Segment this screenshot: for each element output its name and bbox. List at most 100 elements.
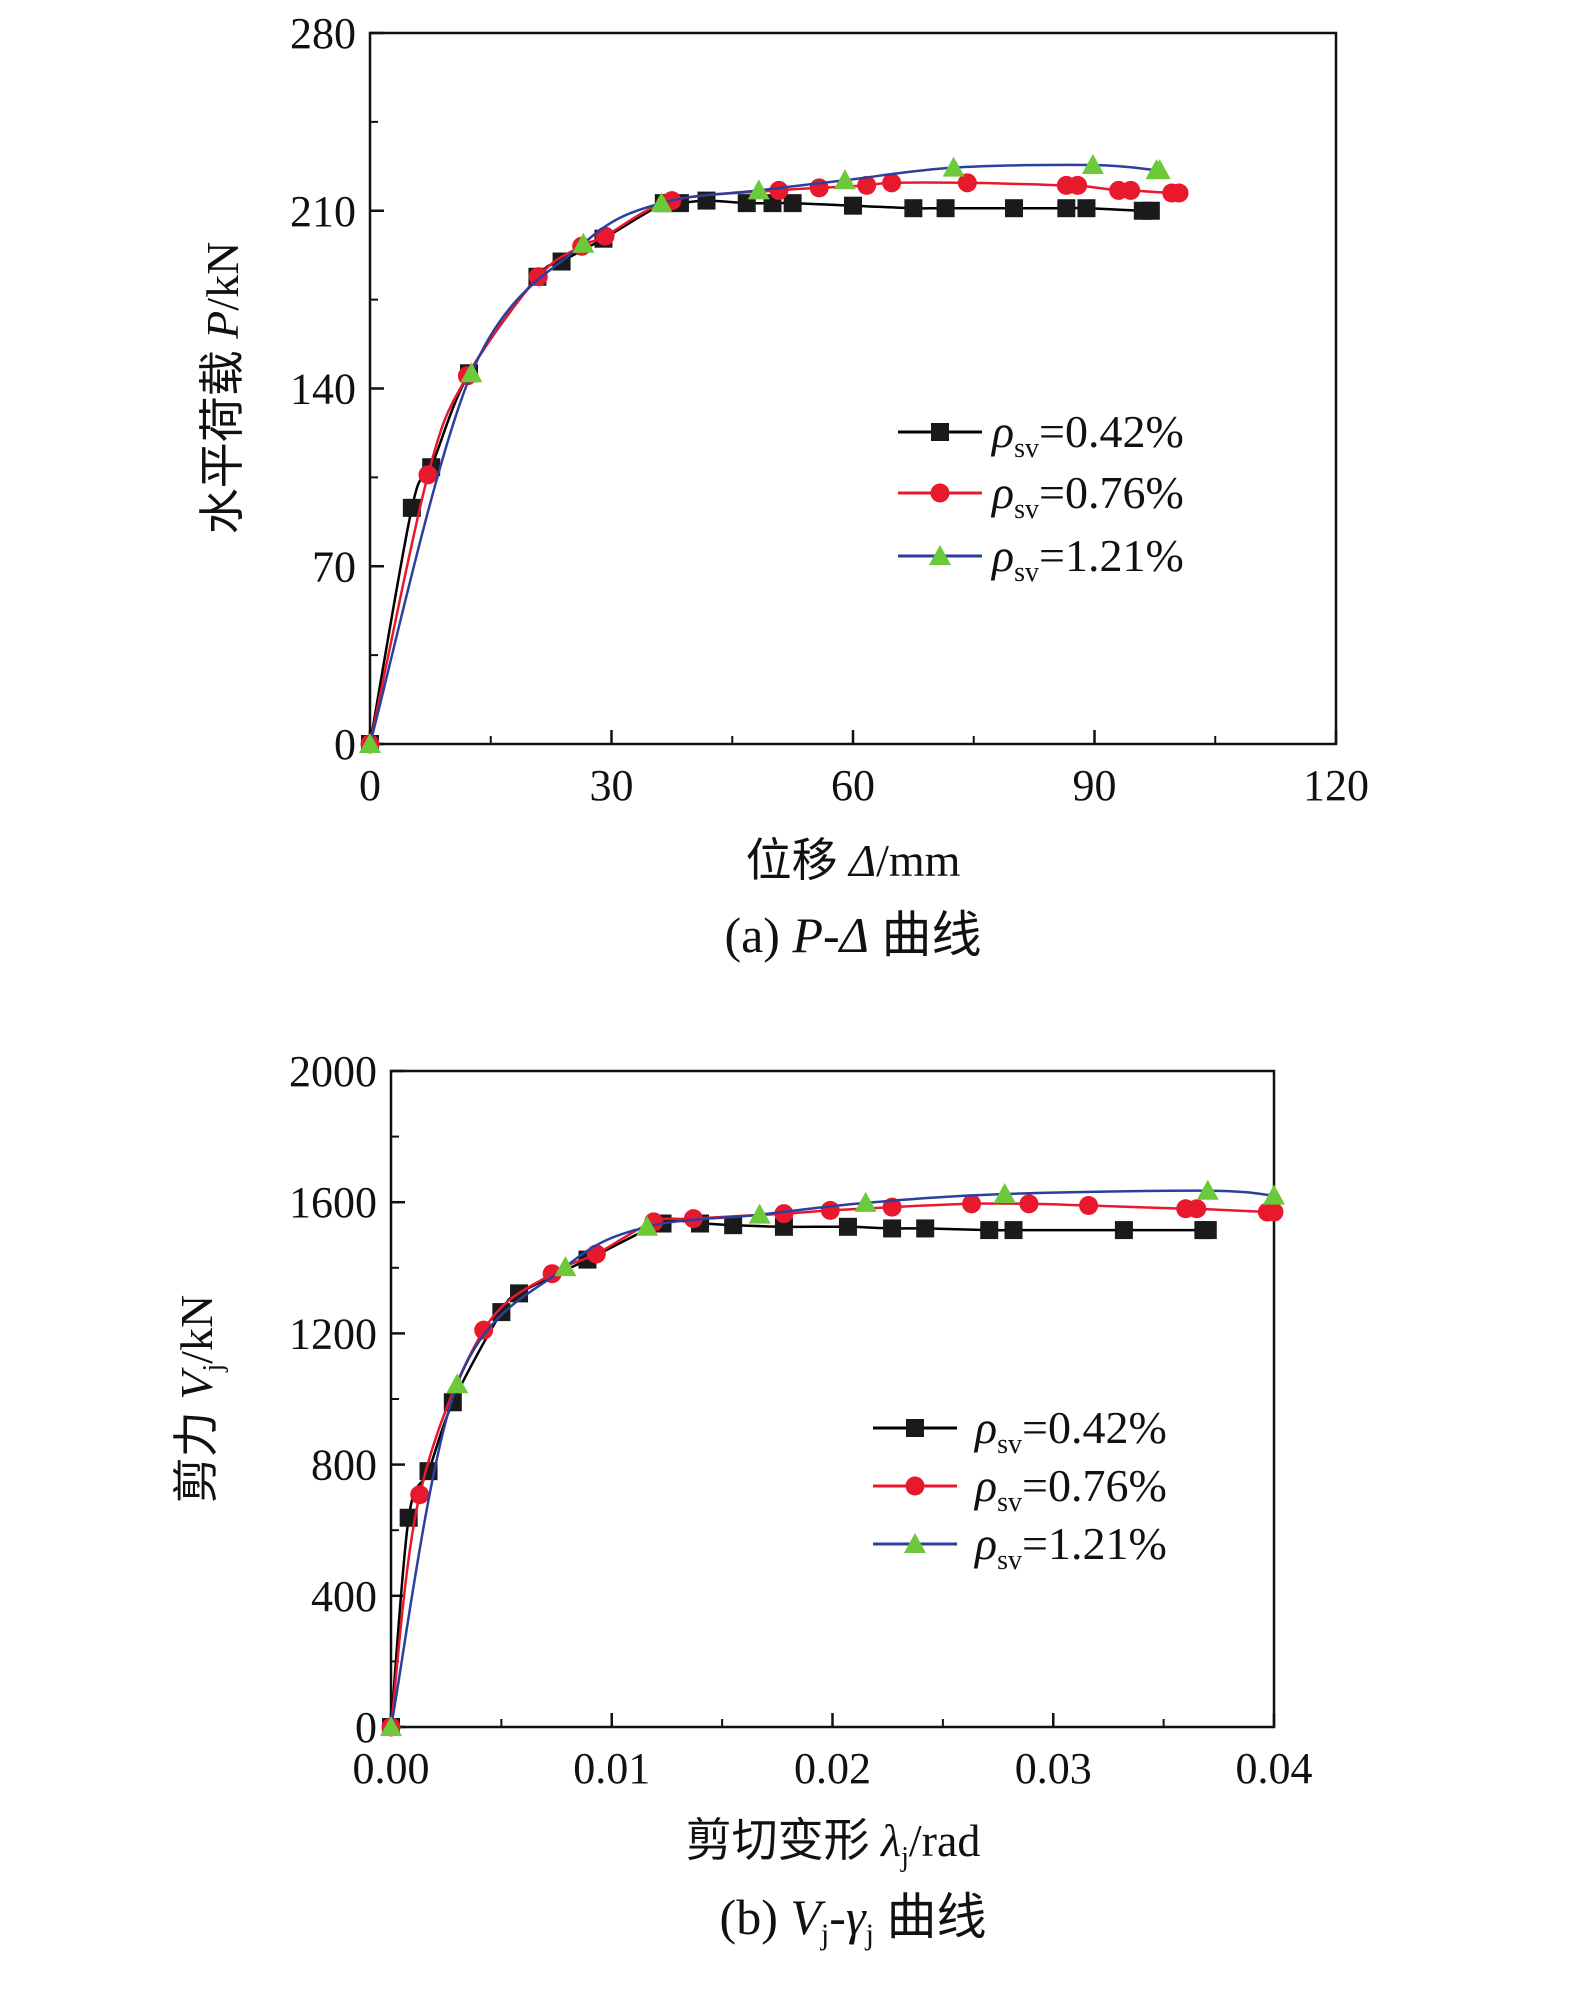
data-point bbox=[1068, 175, 1088, 195]
y-tick-label: 400 bbox=[311, 1572, 377, 1621]
data-point bbox=[724, 1216, 743, 1235]
data-point bbox=[883, 1219, 902, 1238]
data-point bbox=[844, 196, 862, 215]
data-point bbox=[1196, 1179, 1219, 1200]
data-point bbox=[474, 1320, 494, 1340]
chart-a-y-axis-label: 水平荷载 P/kN bbox=[197, 242, 248, 535]
data-point bbox=[747, 179, 770, 200]
chart-b-y-ticks: 0 400 800 1200 1600 2000 bbox=[289, 1047, 405, 1752]
data-point bbox=[446, 1373, 469, 1394]
data-point bbox=[1187, 1199, 1207, 1219]
chart-b-caption: (b) Vj-γj 曲线 bbox=[720, 1889, 987, 1951]
chart-a-series bbox=[359, 154, 1189, 754]
data-point bbox=[572, 232, 595, 253]
data-point bbox=[1198, 1221, 1217, 1240]
y-tick-label: 140 bbox=[290, 365, 356, 414]
chart-b-plot-frame bbox=[389, 1069, 1276, 1729]
legend-b-entry-1: ρsv=0.42% bbox=[873, 1402, 1167, 1460]
data-point bbox=[1121, 180, 1141, 200]
chart-a-plot-frame bbox=[368, 31, 1338, 746]
data-point bbox=[838, 1217, 857, 1236]
data-point bbox=[774, 1217, 793, 1236]
chart-a: 0 30 60 90 120 0 70 140 210 280 水平荷载 P/kN 位移 Δ/m… bbox=[197, 9, 1369, 963]
data-point bbox=[1148, 159, 1171, 180]
data-point bbox=[783, 194, 802, 213]
y-tick-label: 1200 bbox=[289, 1309, 377, 1358]
x-tick-label: 90 bbox=[1073, 761, 1117, 810]
y-tick-label: 280 bbox=[290, 9, 356, 58]
legend-a-entry-3: ρsv=1.21% bbox=[898, 530, 1184, 588]
chart-a-x-axis-label: 位移 Δ/mm bbox=[746, 835, 961, 886]
data-point bbox=[1005, 199, 1023, 218]
legend-a-marker-3 bbox=[929, 545, 951, 565]
legend-a-entry-2: ρsv=0.76% bbox=[898, 467, 1184, 525]
data-point bbox=[460, 362, 483, 383]
data-point bbox=[595, 226, 615, 246]
data-point bbox=[492, 1303, 511, 1322]
series-2 bbox=[360, 173, 1189, 754]
x-tick-label: 0.00 bbox=[353, 1744, 430, 1793]
y-tick-label: 2000 bbox=[289, 1047, 377, 1096]
data-point bbox=[1077, 199, 1096, 218]
y-tick-label: 0 bbox=[355, 1703, 377, 1752]
data-point bbox=[1004, 1221, 1023, 1240]
y-tick-label: 70 bbox=[312, 542, 356, 591]
chart-a-x-ticks: 0 30 60 90 120 bbox=[359, 730, 1369, 810]
legend-b-marker-3 bbox=[904, 1533, 926, 1553]
series-line bbox=[368, 181, 1180, 745]
legend-b-marker-1 bbox=[906, 1419, 924, 1437]
data-point bbox=[936, 199, 955, 218]
data-point bbox=[833, 169, 856, 190]
x-tick-label: 120 bbox=[1303, 761, 1369, 810]
series-line bbox=[368, 199, 1152, 745]
y-tick-label: 210 bbox=[290, 187, 356, 236]
data-point bbox=[774, 1204, 794, 1224]
chart-b: 0.00 0.01 0.02 0.03 0.04 0 400 800 1200 1600 2000… bbox=[171, 1047, 1313, 1951]
data-point bbox=[1263, 1184, 1285, 1205]
data-point bbox=[554, 1256, 577, 1277]
data-point bbox=[993, 1183, 1016, 1203]
series-3 bbox=[380, 1179, 1285, 1736]
x-tick-label: 60 bbox=[831, 761, 875, 810]
data-point bbox=[1169, 183, 1189, 203]
chart-a-caption: (a) P-Δ 曲线 bbox=[724, 907, 981, 963]
data-point bbox=[650, 192, 673, 213]
legend-b-label-3: ρsv=1.21% bbox=[973, 1518, 1167, 1576]
data-point bbox=[418, 465, 438, 485]
data-point bbox=[1079, 1195, 1099, 1215]
data-point bbox=[1057, 199, 1076, 218]
data-point bbox=[857, 175, 877, 195]
data-point bbox=[359, 733, 381, 753]
legend-b-marker-2 bbox=[905, 1476, 925, 1496]
data-point bbox=[528, 267, 548, 287]
x-tick-label: 0.02 bbox=[794, 1744, 871, 1793]
legend-a-marker-1 bbox=[931, 423, 949, 441]
data-point bbox=[820, 1200, 840, 1220]
chart-b-y-axis-label: 剪力 Vj/kN bbox=[171, 1295, 229, 1503]
data-point bbox=[1264, 1202, 1284, 1222]
data-point bbox=[636, 1215, 659, 1236]
data-point bbox=[1081, 154, 1104, 175]
legend-a-entry-1: ρsv=0.42% bbox=[898, 406, 1184, 464]
legend-b-label-1: ρsv=0.42% bbox=[973, 1402, 1167, 1460]
legend-b-entry-2: ρsv=0.76% bbox=[873, 1460, 1167, 1518]
data-point bbox=[769, 180, 789, 200]
y-tick-label: 1600 bbox=[289, 1178, 377, 1227]
data-point bbox=[402, 498, 421, 517]
chart-b-legend: ρsv=0.42% ρsv=0.76% ρsv=1.21% bbox=[873, 1402, 1167, 1576]
data-point bbox=[916, 1219, 935, 1238]
data-point bbox=[942, 156, 965, 177]
data-point bbox=[904, 199, 923, 218]
data-point bbox=[854, 1191, 877, 1212]
legend-a-marker-2 bbox=[930, 483, 950, 503]
x-tick-label: 0.03 bbox=[1015, 1744, 1092, 1793]
data-point bbox=[586, 1244, 606, 1264]
data-point bbox=[748, 1203, 771, 1224]
x-tick-label: 0.01 bbox=[573, 1744, 650, 1793]
legend-a-label-2: ρsv=0.76% bbox=[990, 467, 1184, 525]
data-point bbox=[962, 1194, 982, 1214]
legend-b-label-2: ρsv=0.76% bbox=[973, 1460, 1167, 1518]
legend-a-label-3: ρsv=1.21% bbox=[990, 530, 1184, 588]
data-point bbox=[1141, 201, 1160, 220]
